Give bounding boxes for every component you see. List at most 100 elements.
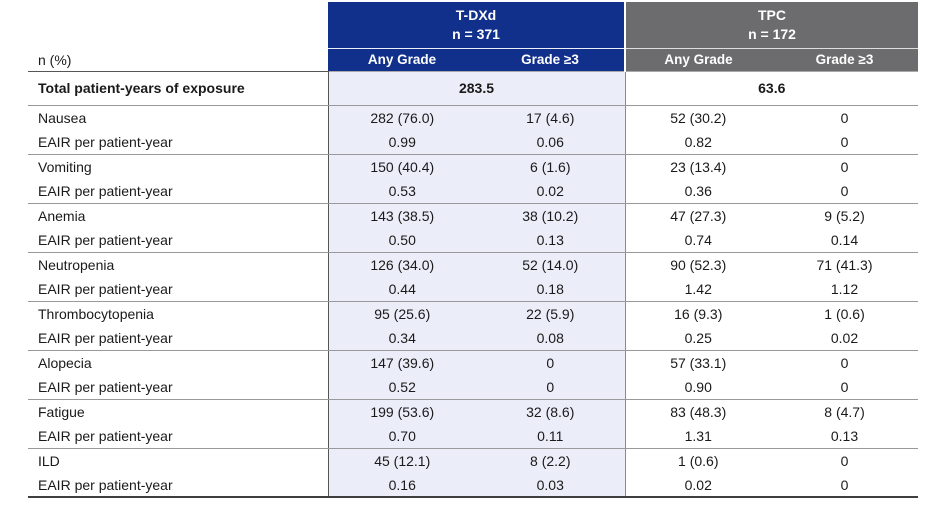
value-cell: 8 (4.7)	[824, 403, 865, 420]
table-row: Alopecia 147 (39.6) 0 57 (33.1) 0	[28, 350, 918, 375]
eair-value-cell: 0.16	[327, 473, 476, 498]
table-row: Vomiting 150 (40.4) 6 (1.6) 23 (13.4) 0	[28, 154, 918, 179]
table-row: ILD 45 (12.1) 8 (2.2) 1 (0.6) 0	[28, 448, 918, 473]
eair-value-cell: 0.11	[476, 424, 625, 449]
eair-value-cell: 0.02	[624, 473, 771, 498]
eair-value-cell: 0	[771, 375, 918, 400]
corner-label: n (%)	[28, 48, 328, 72]
exposure-label: Total patient-years of exposure	[28, 70, 328, 106]
eair-label: EAIR per patient-year	[28, 179, 328, 204]
eair-value-cell: 0.13	[476, 228, 625, 253]
value-cell: 90 (52.3)	[624, 252, 771, 277]
table-row: EAIR per patient-year 0.70 0.11 1.31 0.1…	[28, 424, 918, 449]
corner-blank	[28, 2, 328, 48]
tpc-header: TPC n = 172	[624, 2, 918, 48]
tdxd-any-grade-header: Any Grade	[328, 47, 476, 71]
eair-value-cell: 0.02	[476, 179, 625, 204]
value-cell: 0	[840, 109, 849, 126]
adverse-event-label: Fatigue	[38, 403, 85, 420]
eair-value-cell: 0	[476, 375, 625, 400]
tdxd-header: T-DXd n = 371	[328, 2, 625, 48]
value-cell: 0	[840, 158, 849, 175]
adverse-event-label: Neutropenia	[38, 256, 115, 273]
value-cell: 9 (5.2)	[824, 207, 865, 224]
value-cell: 32 (8.6)	[476, 399, 625, 424]
value-cell: 199 (53.6)	[327, 399, 476, 424]
table-row: EAIR per patient-year 0.52 0 0.90 0	[28, 375, 918, 400]
eair-value-cell: 0.02	[771, 326, 918, 351]
adverse-event-label: Thrombocytopenia	[38, 305, 154, 322]
tdxd-n: n = 371	[452, 25, 500, 42]
value-cell: 17 (4.6)	[476, 105, 625, 130]
eair-value-cell: 0.82	[624, 130, 771, 155]
value-cell: 47 (27.3)	[624, 203, 771, 228]
value-cell: 57 (33.1)	[624, 350, 771, 375]
adverse-event-label: Alopecia	[38, 354, 92, 371]
value-cell: 1 (0.6)	[624, 448, 771, 473]
eair-value-cell: 0.44	[327, 277, 476, 302]
eair-value-cell: 0.90	[624, 375, 771, 400]
eair-value-cell: 0.99	[327, 130, 476, 155]
table-row: EAIR per patient-year 0.16 0.03 0.02 0	[28, 473, 918, 498]
adverse-event-label: Nausea	[38, 109, 87, 126]
value-cell: 0	[840, 452, 849, 469]
tdxd-name: T-DXd	[455, 6, 497, 23]
value-cell: 1 (0.6)	[824, 305, 865, 322]
adverse-event-label: Anemia	[38, 207, 86, 224]
eair-value-cell: 0.74	[624, 228, 771, 253]
eair-value-cell: 0.50	[327, 228, 476, 253]
value-cell: 0	[476, 350, 625, 375]
value-cell: 23 (13.4)	[624, 154, 771, 179]
exposure-tdxd-value: 283.5	[327, 70, 625, 106]
eair-label: EAIR per patient-year	[28, 424, 328, 449]
table-row: Nausea 282 (76.0) 17 (4.6) 52 (30.2) 0	[28, 105, 918, 130]
exposure-row: Total patient-years of exposure 283.5 63…	[28, 70, 918, 106]
eair-value-cell: 1.12	[771, 277, 918, 302]
eair-value-cell: 0.03	[476, 473, 625, 498]
eair-value-cell: 0	[771, 130, 918, 155]
value-cell: 16 (9.3)	[624, 301, 771, 326]
subheader-row: n (%) Any Grade Grade ≥3 Any Grade Grade…	[28, 47, 918, 72]
adverse-event-label: Vomiting	[38, 158, 92, 175]
eair-value-cell: 1.42	[624, 277, 771, 302]
table-row: Fatigue 199 (53.6) 32 (8.6) 83 (48.3) 8 …	[28, 399, 918, 424]
value-cell: 83 (48.3)	[624, 399, 771, 424]
value-cell: 6 (1.6)	[476, 154, 625, 179]
eair-label: EAIR per patient-year	[28, 326, 328, 351]
value-cell: 150 (40.4)	[327, 154, 476, 179]
eair-value-cell: 0	[771, 179, 918, 204]
table-row: Anemia 143 (38.5) 38 (10.2) 47 (27.3) 9 …	[28, 203, 918, 228]
eair-value-cell: 0	[771, 473, 918, 498]
value-cell: 52 (14.0)	[476, 252, 625, 277]
table-row: Neutropenia 126 (34.0) 52 (14.0) 90 (52.…	[28, 252, 918, 277]
value-cell: 143 (38.5)	[327, 203, 476, 228]
value-cell: 52 (30.2)	[624, 105, 771, 130]
eair-value-cell: 0.06	[476, 130, 625, 155]
value-cell: 38 (10.2)	[476, 203, 625, 228]
eair-value-cell: 0.53	[327, 179, 476, 204]
eair-value-cell: 0.70	[327, 424, 476, 449]
tpc-name: TPC	[758, 6, 786, 23]
eair-value-cell: 0.52	[327, 375, 476, 400]
tdxd-grade-ge3-header: Grade ≥3	[476, 47, 625, 71]
eair-value-cell: 0.34	[327, 326, 476, 351]
tpc-n: n = 172	[748, 25, 796, 42]
eair-label: EAIR per patient-year	[28, 375, 328, 400]
value-cell: 126 (34.0)	[327, 252, 476, 277]
eair-value-cell: 1.31	[624, 424, 771, 449]
eair-value-cell: 0.14	[771, 228, 918, 253]
tpc-grade-ge3-header: Grade ≥3	[771, 47, 918, 71]
eair-label: EAIR per patient-year	[28, 277, 328, 302]
value-cell: 282 (76.0)	[327, 105, 476, 130]
safety-table: T-DXd n = 371 TPC n = 172 n (%) Any Grad…	[28, 2, 918, 498]
eair-value-cell: 0.25	[624, 326, 771, 351]
adverse-event-label: ILD	[38, 452, 60, 469]
eair-value-cell: 0.36	[624, 179, 771, 204]
table-row: EAIR per patient-year 0.44 0.18 1.42 1.1…	[28, 277, 918, 302]
eair-value-cell: 0.18	[476, 277, 625, 302]
table-row: EAIR per patient-year 0.34 0.08 0.25 0.0…	[28, 326, 918, 351]
table-row: Thrombocytopenia 95 (25.6) 22 (5.9) 16 (…	[28, 301, 918, 326]
tpc-any-grade-header: Any Grade	[624, 47, 771, 71]
eair-value-cell: 0.08	[476, 326, 625, 351]
